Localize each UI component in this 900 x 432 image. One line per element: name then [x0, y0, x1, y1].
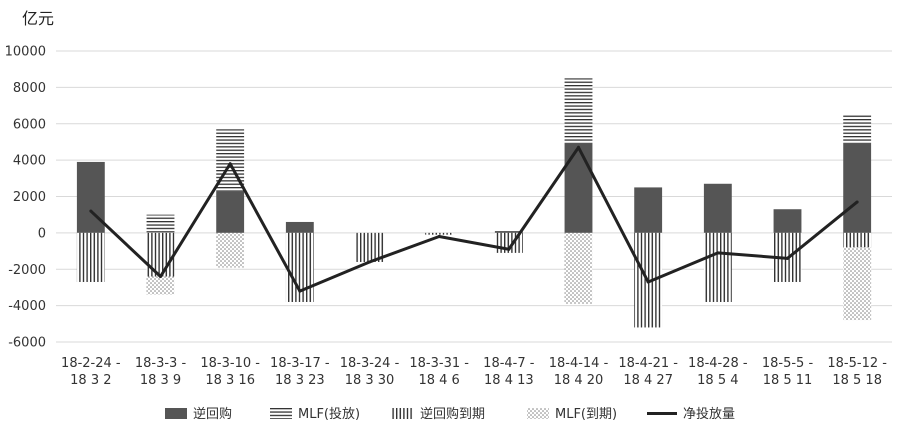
bar-horizontal-lines [146, 214, 175, 233]
x-tick-label: 18-5-5 -18 5 11 [762, 356, 814, 388]
bar-dots [564, 232, 593, 304]
y-tick-label: -4000 [8, 299, 46, 314]
grid-lines [56, 50, 892, 343]
x-tick-label: 18-4-28 -18 5 4 [688, 356, 748, 388]
y-tick-label: 0 [38, 226, 46, 241]
x-tick-label: 18-3-24 -18 3 30 [340, 356, 400, 388]
line-point [437, 235, 441, 239]
y-axis: -6000 -4000 -2000 0 2000 4000 6000 8000 10000 [5, 45, 46, 351]
y-tick-label: -6000 [8, 336, 46, 351]
x-tick-label: 18-4-7 -18 4 13 [483, 356, 535, 388]
bar-horizontal-lines [843, 114, 872, 144]
bar-vertical-lines [425, 232, 454, 235]
legend-label: MLF(投放) [298, 406, 360, 422]
x-tick-label: 18-2-24 -18 3 2 [61, 356, 121, 388]
line-point [298, 289, 302, 293]
line-point [716, 251, 720, 255]
x-tick-label: 18-4-21 -18 4 27 [618, 356, 678, 388]
x-tick-label: 18-3-10 -18 3 16 [200, 356, 260, 388]
bar-solid [216, 191, 245, 233]
y-tick-label: 2000 [13, 190, 46, 205]
bar-solid [564, 143, 593, 233]
line-point [89, 209, 93, 213]
line-point [786, 256, 789, 260]
y-tick-label: 6000 [13, 117, 46, 132]
bar-dots [216, 232, 245, 268]
bar-dots [843, 247, 872, 321]
bar-vertical-lines [76, 232, 105, 282]
line-point [507, 247, 511, 251]
line-point [159, 275, 162, 279]
bar-horizontal-lines [564, 78, 593, 144]
legend-swatch [165, 408, 187, 419]
line-series [89, 145, 859, 293]
x-tick-label: 18-3-31 -18 4 6 [409, 356, 469, 388]
line-point [577, 145, 580, 149]
legend-swatch [392, 408, 414, 419]
legend-swatch [270, 408, 292, 419]
legend-swatch [527, 408, 549, 419]
bar-solid [703, 183, 732, 233]
legend-label: 逆回购 [193, 406, 232, 422]
bars [76, 78, 872, 328]
line-point [368, 260, 371, 264]
y-tick-label: -2000 [8, 263, 46, 278]
legend: 逆回购 MLF(投放) 逆回购到期 MLF(到期) 净投放量 [165, 406, 735, 422]
line-point [855, 200, 859, 204]
net-injection-line [89, 145, 859, 293]
y-tick-label: 10000 [5, 45, 46, 60]
bar-solid [634, 187, 663, 233]
bar-solid [773, 209, 802, 233]
y-tick-label: 4000 [13, 154, 46, 169]
legend-label: 逆回购到期 [420, 406, 485, 422]
x-tick-label: 18-5-12 -18 5 18 [827, 356, 887, 388]
x-tick-label: 18-4-14 -18 4 20 [549, 356, 609, 388]
unit-label: 亿元 [22, 9, 54, 28]
bar-solid [494, 231, 523, 233]
legend-label: MLF(到期) [555, 407, 617, 422]
x-axis: 18-2-24 -18 3 2 18-3-3 -18 3 9 18-3-10 -18… [61, 356, 887, 388]
line-point [228, 162, 232, 166]
bar-vertical-lines [843, 232, 872, 248]
line-point [646, 280, 650, 284]
x-tick-label: 18-3-3 -18 3 9 [135, 356, 187, 388]
y-tick-label: 8000 [13, 81, 46, 96]
bar-vertical-lines [703, 232, 732, 302]
x-tick-label: 18-3-17 -18 3 23 [270, 356, 330, 388]
bar-vertical-lines [146, 232, 175, 277]
bar-solid [285, 221, 314, 233]
bar-dots [146, 276, 175, 295]
bar-solid [843, 143, 872, 233]
legend-label: 净投放量 [683, 406, 735, 422]
